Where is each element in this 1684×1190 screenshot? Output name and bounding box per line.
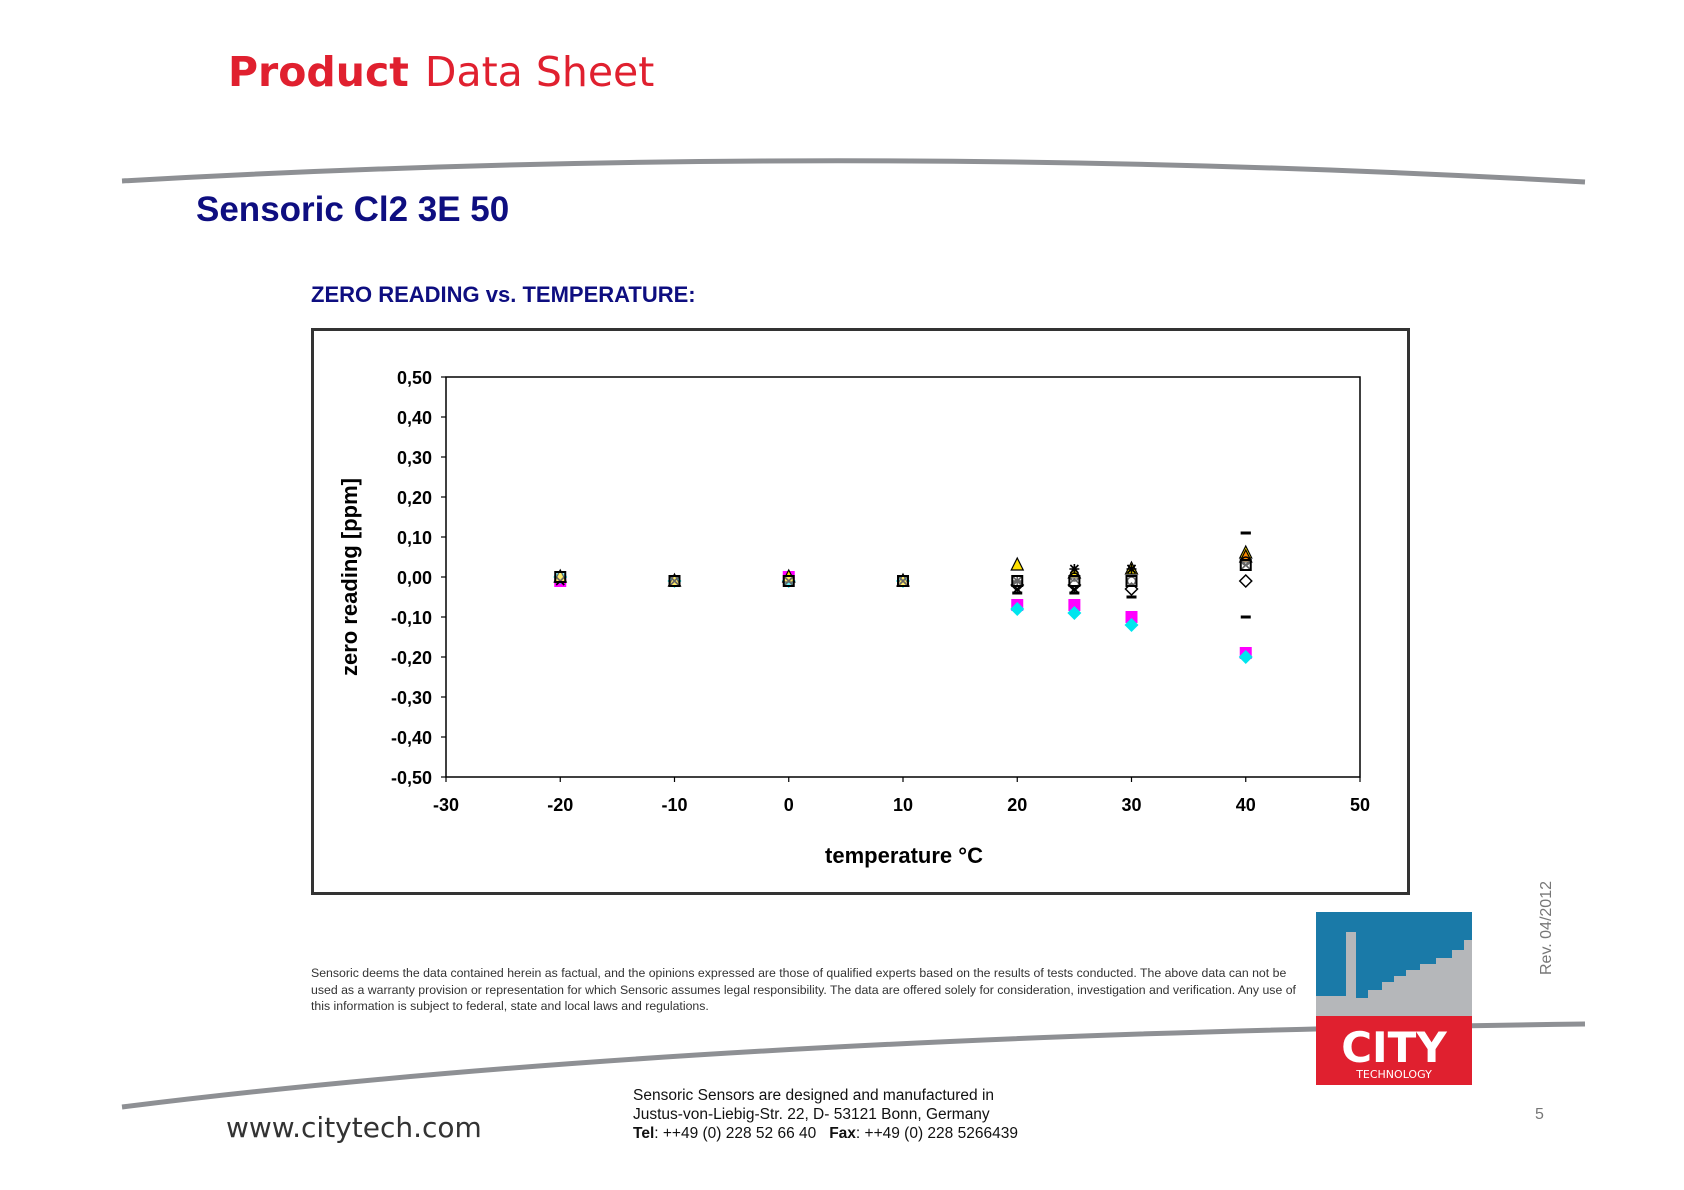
data-point: [554, 571, 567, 583]
x-tick-label: 10: [893, 795, 913, 815]
logo-red-band: [1316, 1016, 1472, 1085]
address-line-1: Sensoric Sensors are designed and manufa…: [633, 1087, 995, 1104]
footer-address: Sensoric Sensors are designed and manufa…: [633, 1086, 1018, 1143]
chart-frame: 0,50 0,40 0,30 0,20 0,10 0,00 -0,10 -0,20 -0,30 -…: [311, 328, 1410, 895]
y-tick-label: -0,20: [391, 648, 432, 668]
page-number: 5: [1535, 1106, 1544, 1123]
data-point: [897, 575, 909, 587]
x-tick-label: -20: [547, 795, 573, 815]
top-swoosh: [121, 158, 1586, 185]
x-tick-label: 30: [1121, 795, 1141, 815]
product-name: Sensoric Cl2 3E 50: [196, 190, 510, 229]
data-point: [668, 575, 681, 587]
data-point: [1238, 650, 1253, 664]
logo-word: CITY: [1341, 1023, 1447, 1072]
x-tick-label: 20: [1007, 795, 1027, 815]
fax-label: Fax: [829, 1125, 856, 1142]
tel-label: Tel: [633, 1125, 655, 1142]
data-point: [1068, 575, 1081, 587]
y-tick-label: -0,30: [391, 688, 432, 708]
x-tick-label: 50: [1350, 795, 1370, 815]
data-point: [784, 576, 794, 586]
x-axis-label: temperature °C: [825, 843, 983, 868]
disclaimer: Sensoric deems the data contained herein…: [311, 966, 1296, 1013]
y-tick-label: 0,00: [397, 568, 432, 588]
logo-sky: [1316, 912, 1472, 998]
data-point: [1125, 611, 1138, 623]
y-tick-label: -0,50: [391, 768, 432, 788]
x-tick-label: 0: [784, 795, 794, 815]
contact-line: Tel: ++49 (0) 228 52 66 40 Fax: ++49 (0)…: [633, 1124, 1018, 1143]
tel-value: : ++49 (0) 228 52 66 40: [654, 1125, 817, 1142]
data-point: [1238, 573, 1253, 589]
chart-title: ZERO READING vs. TEMPERATURE:: [311, 282, 696, 307]
y-tick-label: -0,40: [391, 728, 432, 748]
y-tick-label: 0,10: [397, 528, 432, 548]
data-point: [1010, 556, 1025, 571]
header-title-rest: Data Sheet: [424, 48, 655, 96]
data-point: [1067, 606, 1082, 620]
logo-subword: TECHNOLOGY: [1355, 1068, 1432, 1081]
data-point: [1239, 559, 1252, 571]
y-tick-label: 0,20: [397, 488, 432, 508]
y-tick-label: 0,30: [397, 448, 432, 468]
zero-reading-chart: 0,50 0,40 0,30 0,20 0,10 0,00 -0,10 -0,20 -0,30 -…: [337, 368, 1370, 868]
data-point: [898, 576, 908, 586]
fax-value: : ++49 (0) 228 5266439: [855, 1125, 1018, 1142]
data-point: [1010, 602, 1025, 616]
revision-label: Rev. 04/2012: [1538, 881, 1555, 975]
data-point: [1011, 575, 1024, 587]
data-point: [1124, 618, 1139, 632]
x-tick-label: -10: [661, 795, 687, 815]
city-technology-logo: CITY TECHNOLOGY: [1316, 912, 1472, 1085]
y-tick-label: 0,40: [397, 408, 432, 428]
y-tick-label: 0,50: [397, 368, 432, 388]
y-axis-label: zero reading [ppm]: [337, 478, 362, 676]
data-point: [1126, 564, 1137, 574]
footer-url[interactable]: www.citytech.com: [226, 1111, 482, 1144]
data-point: [1068, 599, 1081, 611]
data-point: [669, 576, 680, 586]
y-tick-label: -0,10: [391, 608, 432, 628]
data-point: [1069, 564, 1080, 574]
header-title: Product Data Sheet: [228, 48, 654, 96]
x-tick-label: 40: [1236, 795, 1256, 815]
data-point: [782, 575, 795, 587]
header-title-bold: Product: [228, 48, 409, 96]
data-point: [1125, 575, 1138, 587]
x-tick-label: -30: [433, 795, 459, 815]
address-line-2: Justus-von-Liebig-Str. 22, D- 53121 Bonn…: [633, 1106, 990, 1123]
